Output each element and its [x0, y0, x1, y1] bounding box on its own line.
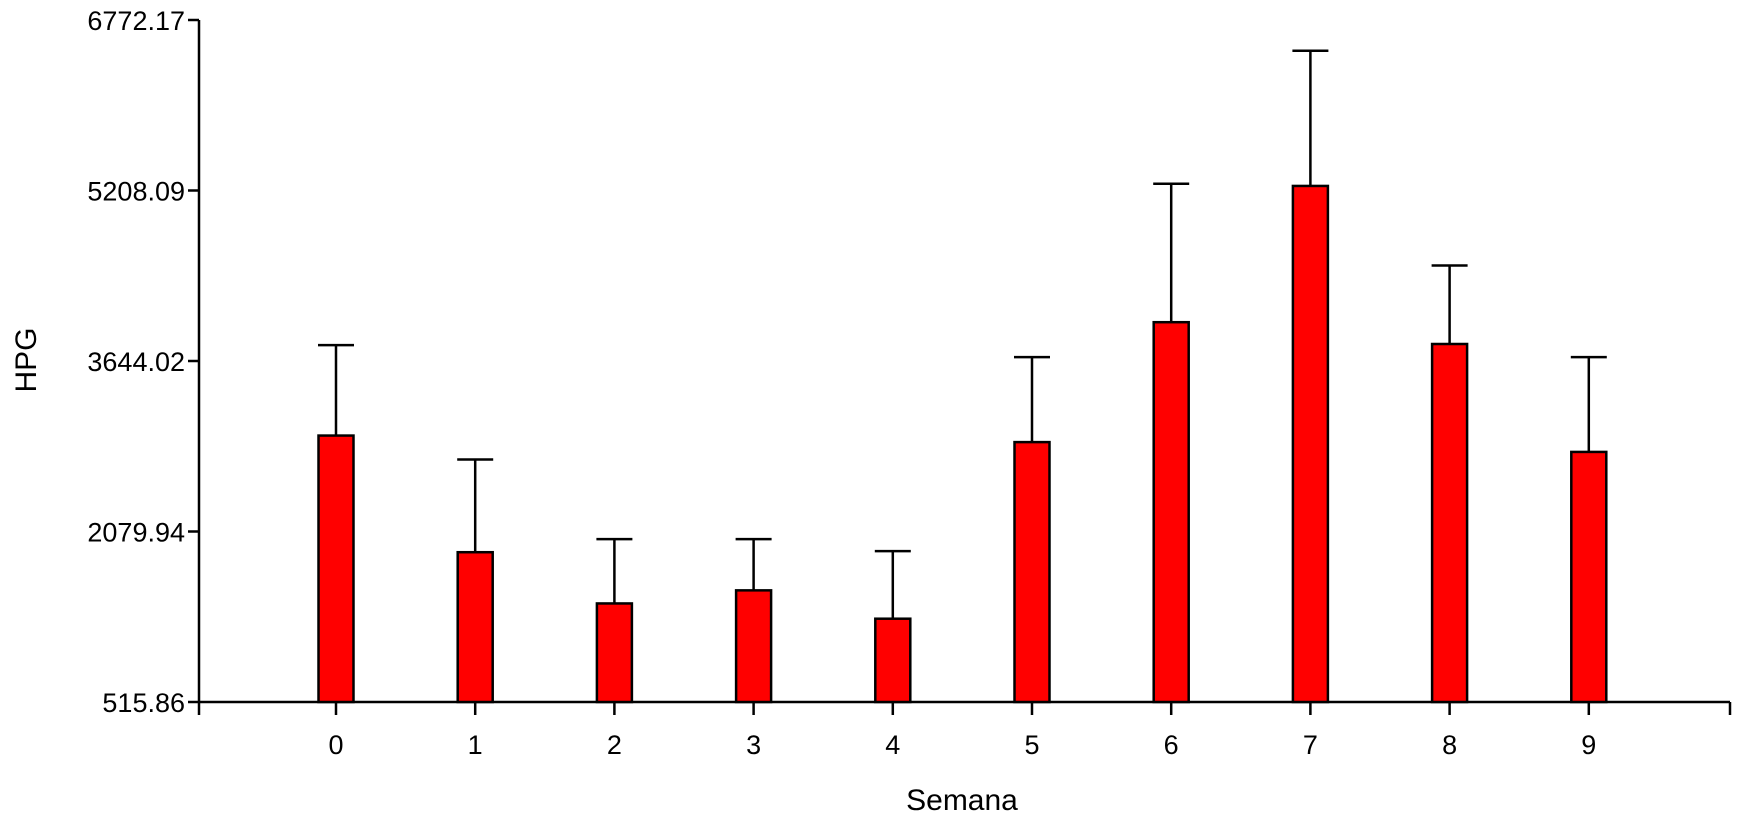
y-tick-label: 515.86 — [102, 688, 185, 718]
x-axis-label: Semana — [906, 784, 1018, 817]
x-tick-label: 2 — [607, 730, 622, 760]
plot-area: 515.86 2079.94 3644.02 5208.09 6772.17 0 1 2 3 4 5… — [87, 6, 1732, 760]
y-tick-label: 3644.02 — [87, 347, 185, 377]
bar — [456, 550, 494, 704]
y-axis-label: HPG — [10, 327, 43, 392]
x-tick-label: 7 — [1303, 730, 1318, 760]
y-tick-label: 6772.17 — [87, 6, 185, 36]
x-tick-label: 5 — [1024, 730, 1039, 760]
bar — [317, 434, 355, 704]
bar — [1430, 342, 1469, 704]
x-tick-label: 8 — [1442, 730, 1457, 760]
y-tick-label: 5208.09 — [87, 177, 185, 207]
x-tick-label: 1 — [468, 730, 483, 760]
bar — [595, 602, 634, 704]
bar — [734, 589, 773, 704]
bar — [1291, 184, 1330, 704]
bar — [874, 617, 912, 704]
y-tick-label: 2079.94 — [87, 517, 185, 547]
x-tick-label: 3 — [746, 730, 761, 760]
bar — [1013, 440, 1051, 704]
x-tick-label: 0 — [328, 730, 343, 760]
bar — [1570, 450, 1608, 704]
bar — [1152, 320, 1190, 704]
x-tick-label: 9 — [1581, 730, 1596, 760]
x-tick-label: 4 — [885, 730, 900, 760]
x-tick-label: 6 — [1164, 730, 1179, 760]
